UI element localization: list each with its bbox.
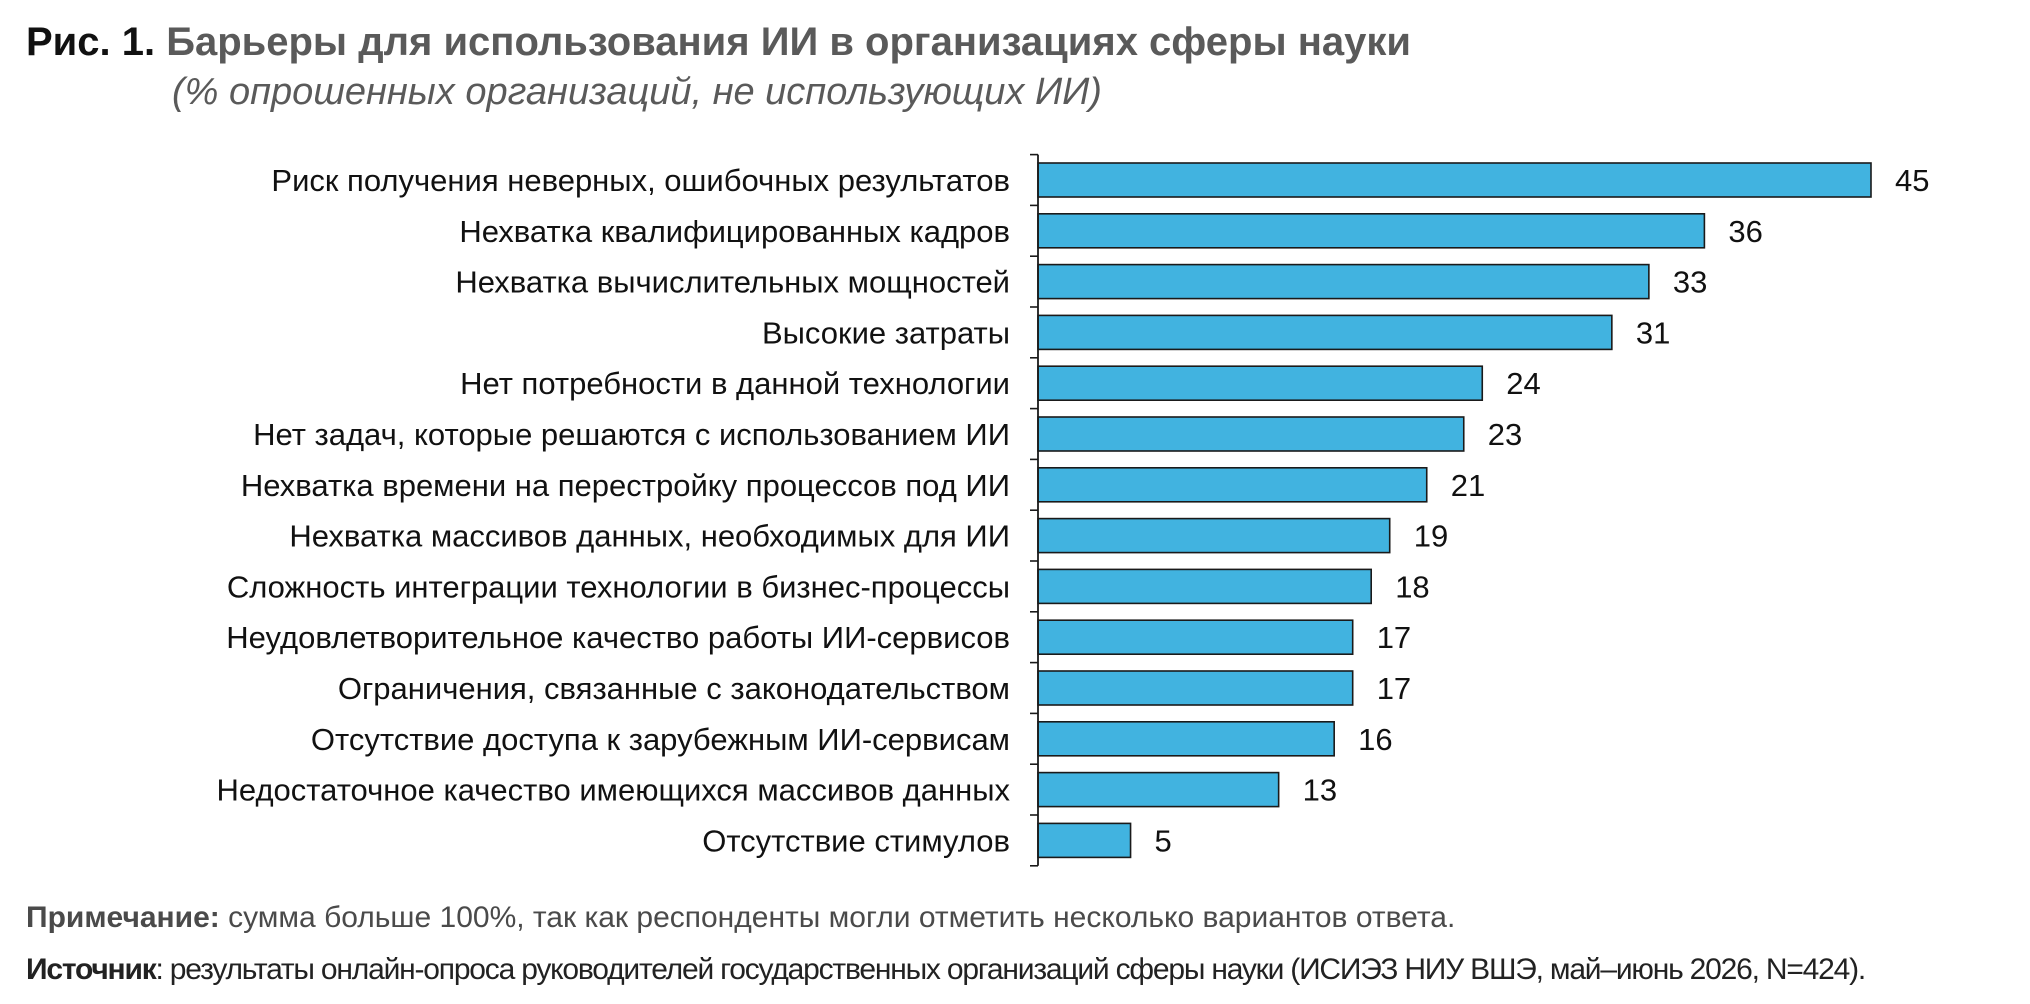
bar — [1037, 771, 1280, 808]
data-label: 17 — [1377, 620, 1411, 655]
source: Источник: результаты онлайн-опроса руков… — [26, 948, 1867, 992]
category-label: Ограничения, связанные с законодательств… — [338, 671, 1010, 706]
source-label: Источник — [26, 953, 157, 986]
data-label: 21 — [1451, 468, 1485, 503]
figure-title-line: Рис. 1. Барьеры для использования ИИ в о… — [26, 14, 1411, 70]
bar — [1037, 517, 1391, 554]
bar — [1037, 314, 1613, 351]
category-label: Нехватка квалифицированных кадров — [459, 214, 1010, 249]
category-label: Недостаточное качество имеющихся массиво… — [217, 773, 1011, 808]
note-label: Примечание: — [26, 901, 220, 934]
bar — [1037, 822, 1132, 859]
note: Примечание: сумма больше 100%, так как р… — [26, 896, 1455, 940]
data-label: 36 — [1728, 214, 1762, 249]
category-label: Нет потребности в данной технологии — [460, 366, 1010, 401]
category-label: Высокие затраты — [762, 315, 1010, 350]
bar — [1037, 365, 1484, 402]
data-label: 24 — [1506, 366, 1540, 401]
data-label: 13 — [1303, 773, 1337, 808]
figure-subtitle: (% опрошенных организаций, не использующ… — [172, 71, 1102, 113]
figure-number: Рис. 1. — [26, 20, 156, 64]
bar — [1037, 568, 1373, 605]
category-label: Отсутствие стимулов — [702, 823, 1010, 858]
data-label: 17 — [1377, 671, 1411, 706]
data-label: 45 — [1895, 163, 1929, 198]
category-label: Сложность интеграции технологии в бизнес… — [227, 569, 1010, 604]
category-label: Риск получения неверных, ошибочных резул… — [271, 163, 1010, 198]
data-label: 16 — [1358, 722, 1392, 757]
bar — [1037, 263, 1650, 300]
source-text: : результаты онлайн-опроса руководителей… — [155, 953, 1867, 986]
data-label: 33 — [1673, 265, 1707, 300]
category-label: Нехватка времени на перестройку процессо… — [241, 468, 1010, 503]
category-label: Отсутствие доступа к зарубежным ИИ-серви… — [311, 722, 1010, 757]
data-label: 18 — [1395, 569, 1429, 604]
data-label: 5 — [1155, 823, 1172, 858]
bar — [1037, 720, 1335, 757]
data-label: 19 — [1414, 519, 1448, 554]
bar — [1037, 466, 1428, 503]
category-label: Нет задач, которые решаются с использова… — [253, 417, 1010, 452]
note-text: сумма больше 100%, так как респонденты м… — [219, 901, 1456, 934]
data-label: 31 — [1636, 315, 1670, 350]
category-label: Неудовлетворительное качество работы ИИ-… — [226, 620, 1010, 655]
category-label: Нехватка массивов данных, необходимых дл… — [289, 519, 1010, 554]
data-label: 23 — [1488, 417, 1522, 452]
bar — [1037, 670, 1354, 706]
bar — [1037, 416, 1465, 452]
bar — [1037, 619, 1354, 656]
bar-chart: Риск получения неверных, ошибочных резул… — [217, 153, 1929, 867]
figure-title: Барьеры для использования ИИ в организац… — [166, 20, 1411, 64]
bar — [1037, 162, 1872, 198]
category-label: Нехватка вычислительных мощностей — [455, 265, 1010, 300]
bar — [1037, 213, 1706, 249]
